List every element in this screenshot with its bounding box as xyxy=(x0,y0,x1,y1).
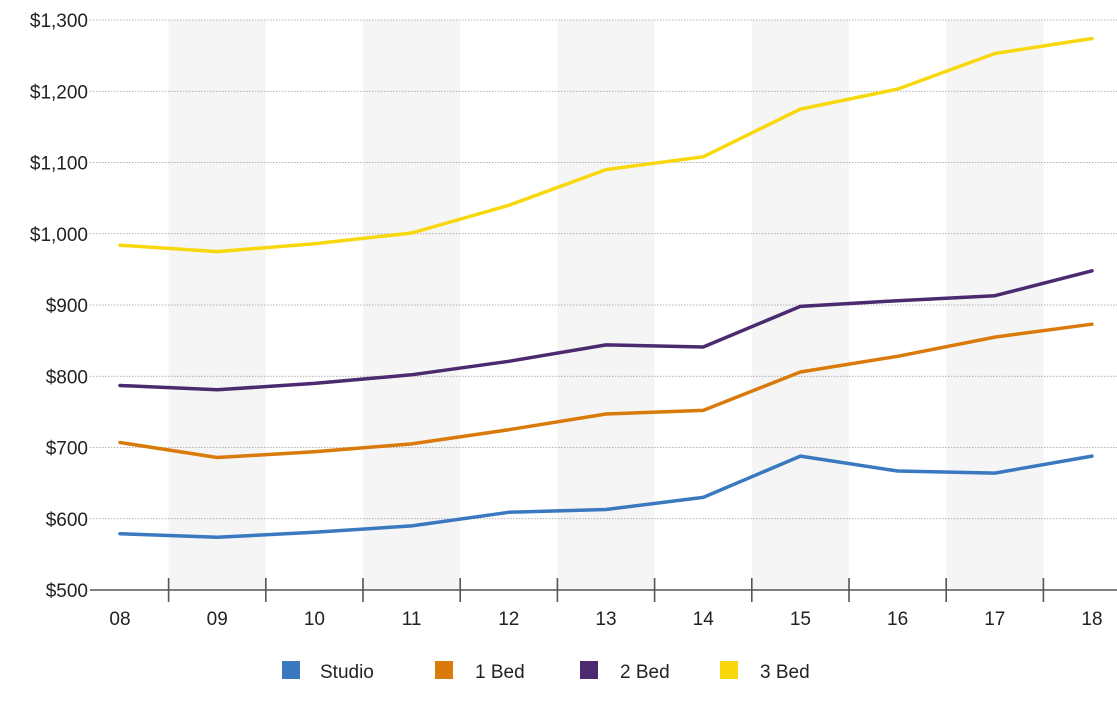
legend-label: 1 Bed xyxy=(475,662,525,683)
series-line-1-bed xyxy=(118,322,1094,460)
y-tick-label: $1,300 xyxy=(30,11,88,32)
series-lines xyxy=(118,36,1094,540)
y-tick-label: $500 xyxy=(46,581,88,602)
legend-swatch xyxy=(720,661,738,679)
series-line-2-bed xyxy=(118,269,1094,392)
x-tick-label: 18 xyxy=(1081,609,1102,630)
legend: Studio 1 Bed 2 Bed 3 Bed xyxy=(282,661,810,683)
series-line-3-bed xyxy=(118,36,1094,254)
x-tick-label: 10 xyxy=(304,609,325,630)
x-tick-label: 08 xyxy=(109,609,130,630)
y-axis-labels: $500 $600 $700 $800 $900 $1,000 $1,100 $1,200 $1… xyxy=(30,11,88,602)
legend-swatch xyxy=(435,661,453,679)
x-tick-label: 15 xyxy=(790,609,811,630)
y-tick-label: $1,100 xyxy=(30,154,88,175)
y-tick-label: $600 xyxy=(46,510,88,531)
gridlines xyxy=(90,19,1117,520)
x-axis xyxy=(90,578,1117,602)
x-tick-label: 17 xyxy=(984,609,1005,630)
y-tick-label: $1,200 xyxy=(30,82,88,103)
x-tick-label: 13 xyxy=(595,609,616,630)
y-tick-label: $800 xyxy=(46,367,88,388)
x-tick-label: 12 xyxy=(498,609,519,630)
legend-swatch xyxy=(580,661,598,679)
legend-label: 2 Bed xyxy=(620,662,670,683)
x-tick-label: 16 xyxy=(887,609,908,630)
series-line-studio xyxy=(118,454,1094,540)
x-tick-label: 14 xyxy=(693,609,715,630)
x-tick-label: 09 xyxy=(207,609,228,630)
y-tick-label: $700 xyxy=(46,439,88,460)
y-tick-label: $900 xyxy=(46,296,88,317)
y-tick-label: $1,000 xyxy=(30,225,88,246)
legend-swatch xyxy=(282,661,300,679)
legend-label: 3 Bed xyxy=(760,662,810,683)
x-tick-label: 11 xyxy=(402,609,422,630)
x-axis-labels: 08 09 10 11 12 13 14 15 16 17 18 xyxy=(109,609,1102,630)
legend-label: Studio xyxy=(320,662,374,683)
